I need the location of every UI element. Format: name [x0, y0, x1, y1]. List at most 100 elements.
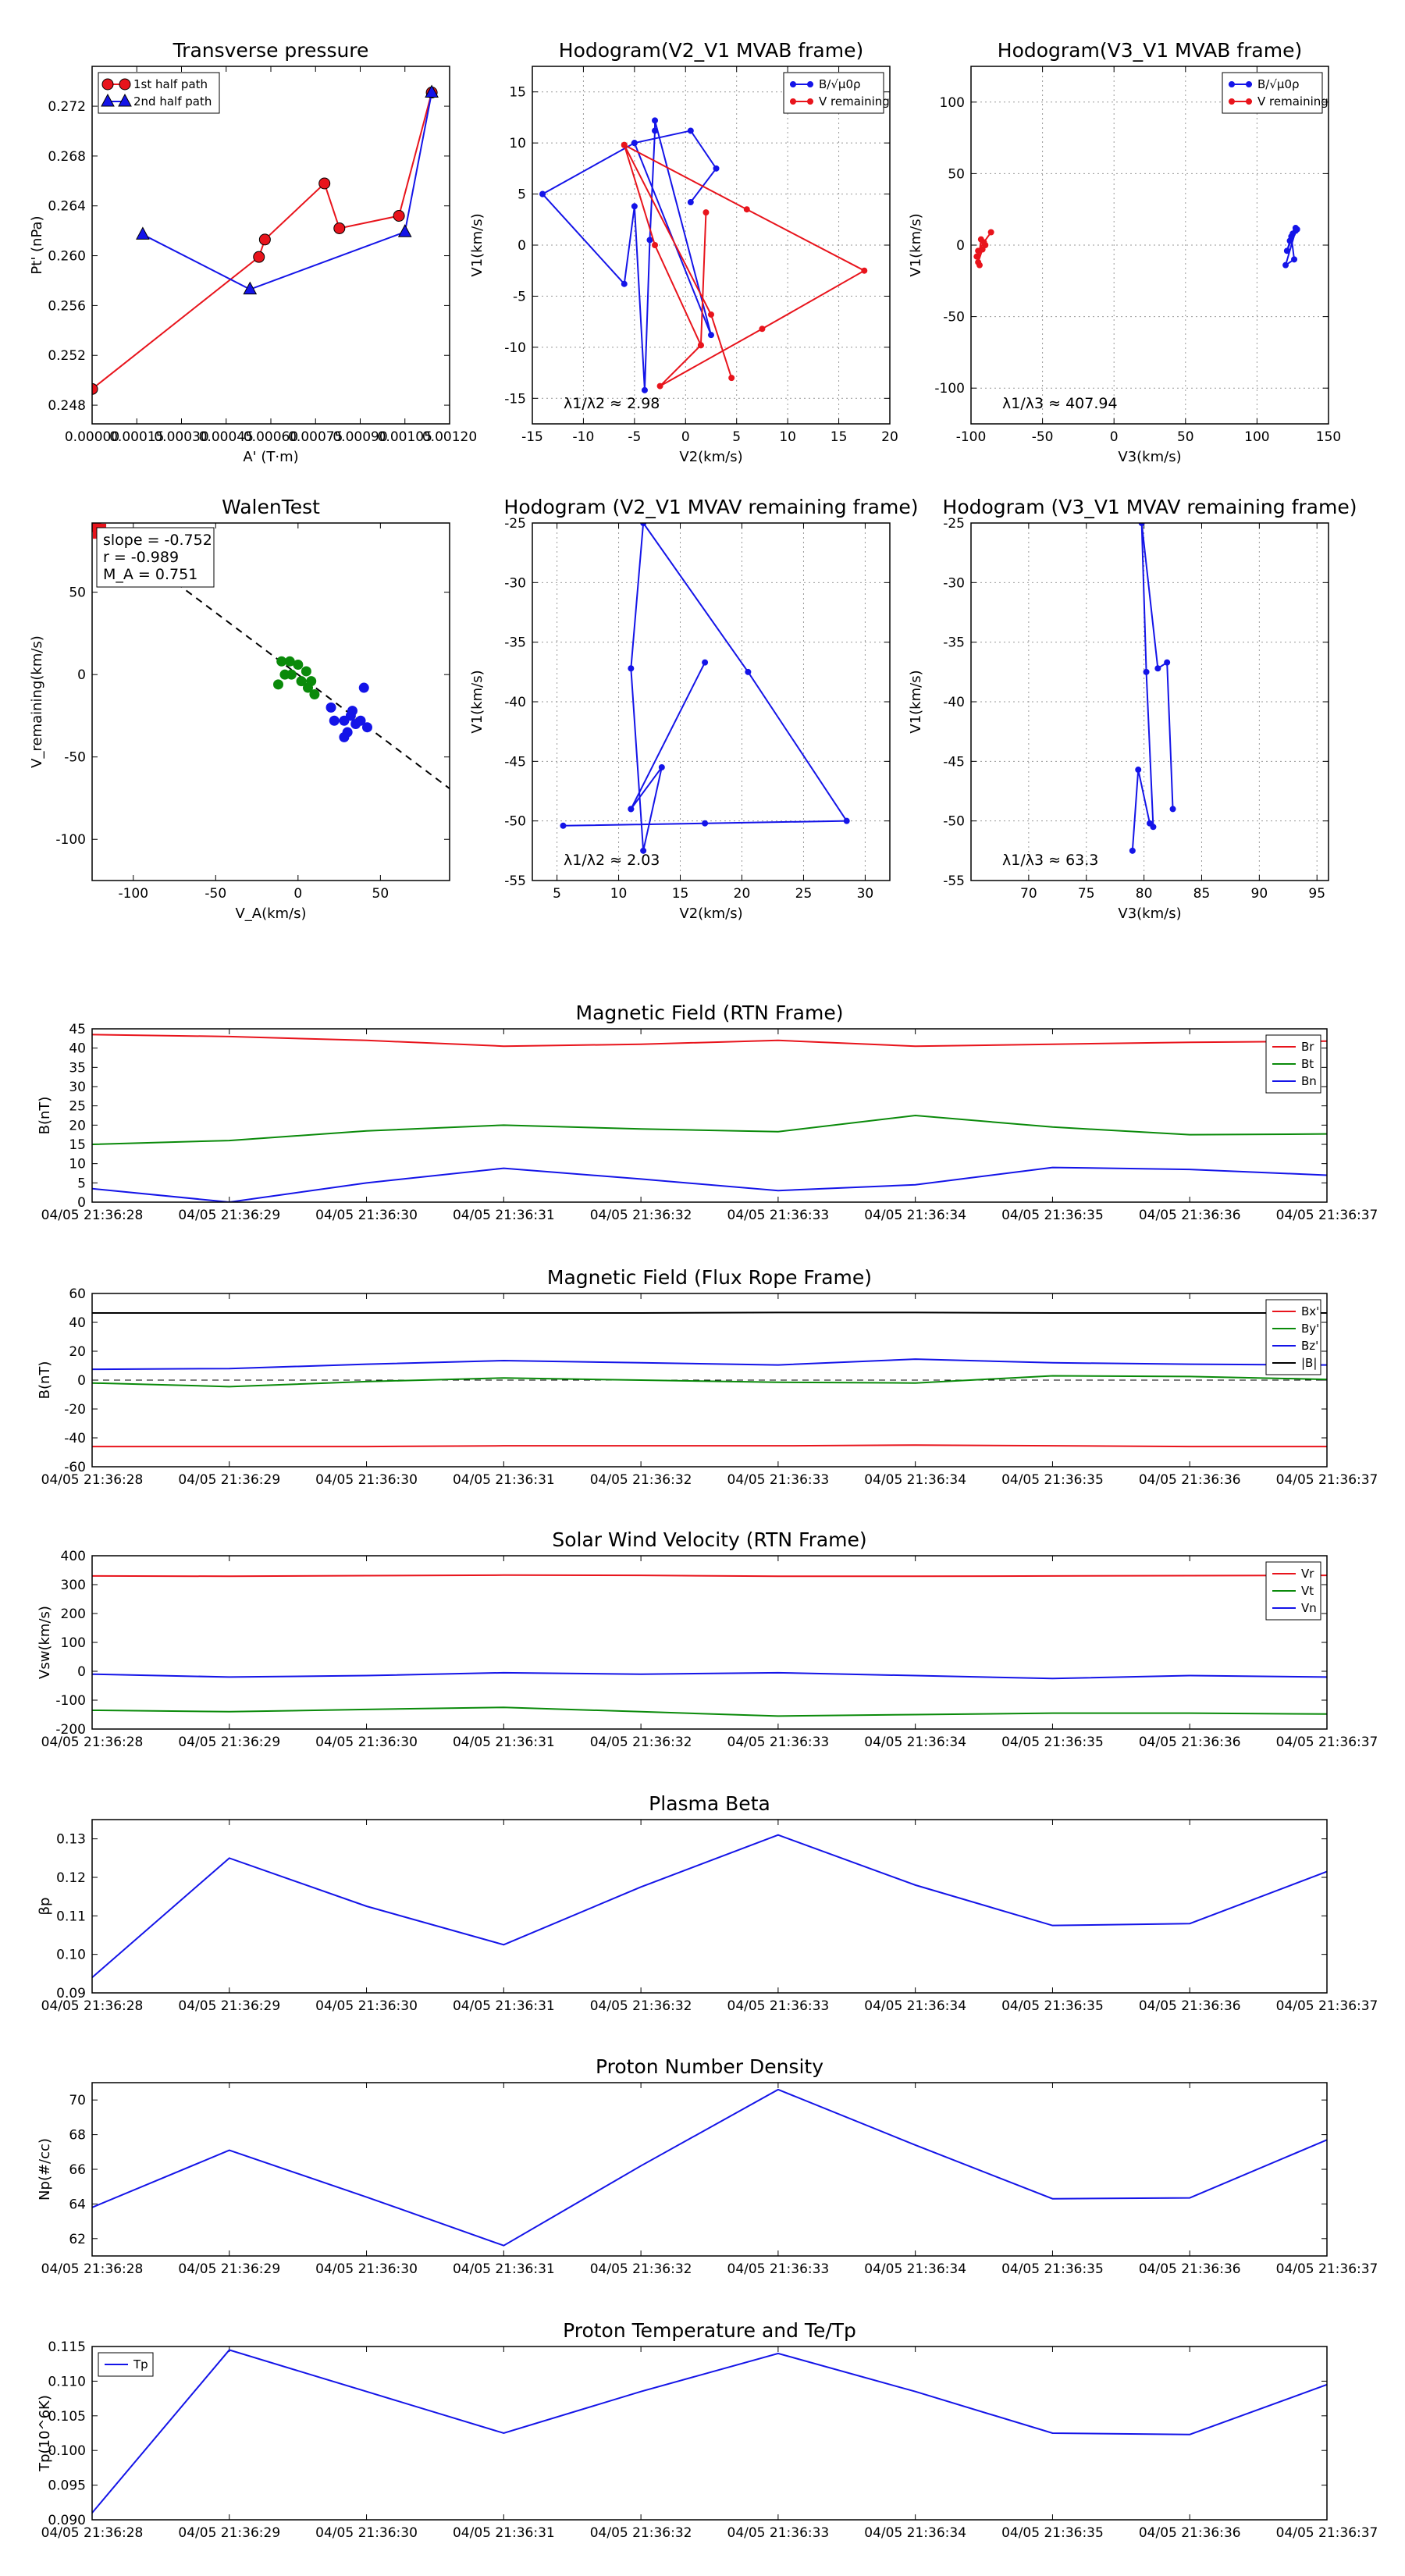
axes-frame [91, 2082, 1328, 2257]
stats-frame [96, 527, 215, 588]
chart-annotation: λ1/λ2 ≈ 2.03 [564, 852, 660, 869]
x-tick-label: 5 [732, 429, 741, 445]
x-tick-label: 04/05 21:36:33 [727, 1735, 830, 1750]
series-line [92, 1311, 1327, 1314]
legend-marker [1229, 81, 1235, 87]
y-tick-label: 400 [61, 1549, 86, 1564]
y-axis-label: βp [37, 1898, 53, 1916]
data-point [318, 177, 331, 190]
x-tick-label: 04/05 21:36:30 [315, 1998, 418, 2014]
x-tick-label: 04/05 21:36:32 [590, 1735, 692, 1750]
x-tick-label: 04/05 21:36:36 [1139, 2525, 1241, 2541]
legend-label: Bt [1301, 1057, 1314, 1071]
axes-frame [970, 66, 1329, 425]
series-line [92, 2088, 1327, 2247]
data-point [302, 682, 313, 693]
x-tick-label: 04/05 21:36:35 [1001, 2525, 1104, 2541]
series-line [92, 1358, 1327, 1371]
chart-annotation: λ1/λ3 ≈ 63.3 [1002, 852, 1098, 869]
x-tick-label: 04/05 21:36:28 [41, 1735, 144, 1750]
x-tick-label: 50 [372, 886, 389, 902]
x-tick-label: 04/05 21:36:33 [727, 1998, 830, 2014]
y-axis-label: Vsw(km/s) [37, 1606, 53, 1679]
data-point [136, 226, 150, 240]
y-tick-label: 68 [69, 2128, 86, 2144]
x-tick-label: -5 [628, 429, 641, 445]
y-tick-label: 10 [69, 1157, 86, 1172]
y-tick-label: 70 [69, 2093, 86, 2108]
y-tick-label: 40 [69, 1315, 86, 1331]
legend-label: Vr [1301, 1567, 1314, 1581]
y-tick-label: 0.248 [48, 398, 86, 414]
legend-label: Vt [1301, 1584, 1314, 1598]
axes-frame [91, 522, 450, 881]
data-point [697, 342, 704, 349]
y-tick-label: -40 [504, 695, 526, 710]
data-point [687, 127, 694, 134]
series-line [92, 2349, 1327, 2514]
legend-marker [807, 81, 813, 87]
data-point [1135, 767, 1142, 774]
x-tick-label: 04/05 21:36:36 [1139, 1472, 1241, 1488]
legend-marker [119, 78, 131, 91]
plot-area [92, 84, 439, 395]
legend-label: |B| [1301, 1356, 1317, 1370]
x-axis-label: V3(km/s) [1118, 449, 1181, 465]
x-tick-label: 0.00030 [154, 429, 208, 445]
axes-frame [91, 1028, 1328, 1203]
data-point [309, 689, 320, 700]
axes-frame [91, 1555, 1328, 1730]
chart-hodo2: Hodogram(V3_V1 MVAB frame) -100 -50 0 50 100 1… [908, 39, 1341, 465]
plot-area [92, 1034, 1327, 1202]
x-tick-label: 15 [831, 429, 848, 445]
plot-area [92, 523, 450, 789]
x-tick-label: 04/05 21:36:32 [590, 1998, 692, 2014]
chart-title: WalenTest [222, 496, 320, 518]
x-tick-label: 100 [1244, 429, 1269, 445]
x-tick-label: 80 [1136, 886, 1153, 902]
x-tick-label: 10 [779, 429, 796, 445]
data-point [286, 669, 297, 680]
x-tick-label: 0.00090 [333, 429, 387, 445]
x-tick-label: 04/05 21:36:28 [41, 1472, 144, 1488]
y-tick-label: 0.095 [48, 2478, 86, 2494]
x-tick-label: 04/05 21:36:35 [1001, 1472, 1104, 1488]
chart-title: Transverse pressure [173, 39, 369, 62]
data-point [333, 222, 346, 234]
data-point [1129, 847, 1136, 854]
x-tick-label: 04/05 21:36:30 [315, 1208, 418, 1223]
data-point [646, 237, 653, 244]
x-tick-label: 04/05 21:36:34 [864, 1472, 966, 1488]
data-point [1169, 806, 1176, 813]
legend-label: B/√μ0ρ [1257, 77, 1300, 91]
series-line [92, 1114, 1327, 1145]
y-tick-label: 0.252 [48, 348, 86, 364]
x-tick-label: 04/05 21:36:29 [178, 1208, 280, 1223]
y-tick-label: -100 [934, 381, 965, 397]
x-tick-label: 04/05 21:36:34 [864, 1998, 966, 2014]
legend-marker [1246, 98, 1252, 105]
x-tick-label: 04/05 21:36:31 [453, 2261, 555, 2277]
y-tick-label: 60 [69, 1286, 86, 1302]
data-point [975, 247, 982, 254]
plot-area [92, 2349, 1327, 2514]
x-tick-label: 04/05 21:36:35 [1001, 2261, 1104, 2277]
data-point [728, 375, 735, 382]
y-tick-label: 0.11 [56, 1909, 86, 1924]
series-line [92, 1706, 1327, 1717]
x-tick-label: 04/05 21:36:36 [1139, 1208, 1241, 1223]
y-tick-label: 0.110 [48, 2374, 86, 2389]
series-line [92, 1671, 1327, 1680]
y-tick-label: 50 [69, 585, 86, 601]
y-tick-label: -25 [504, 516, 526, 532]
data-point [361, 722, 372, 733]
data-point [358, 682, 369, 693]
data-point [658, 763, 665, 770]
y-tick-label: -15 [504, 391, 526, 407]
x-tick-label: 70 [1020, 886, 1037, 902]
plot-area [92, 1574, 1327, 1717]
y-tick-label: -30 [504, 575, 526, 591]
y-tick-label: 45 [69, 1022, 86, 1037]
series-line [622, 143, 866, 387]
